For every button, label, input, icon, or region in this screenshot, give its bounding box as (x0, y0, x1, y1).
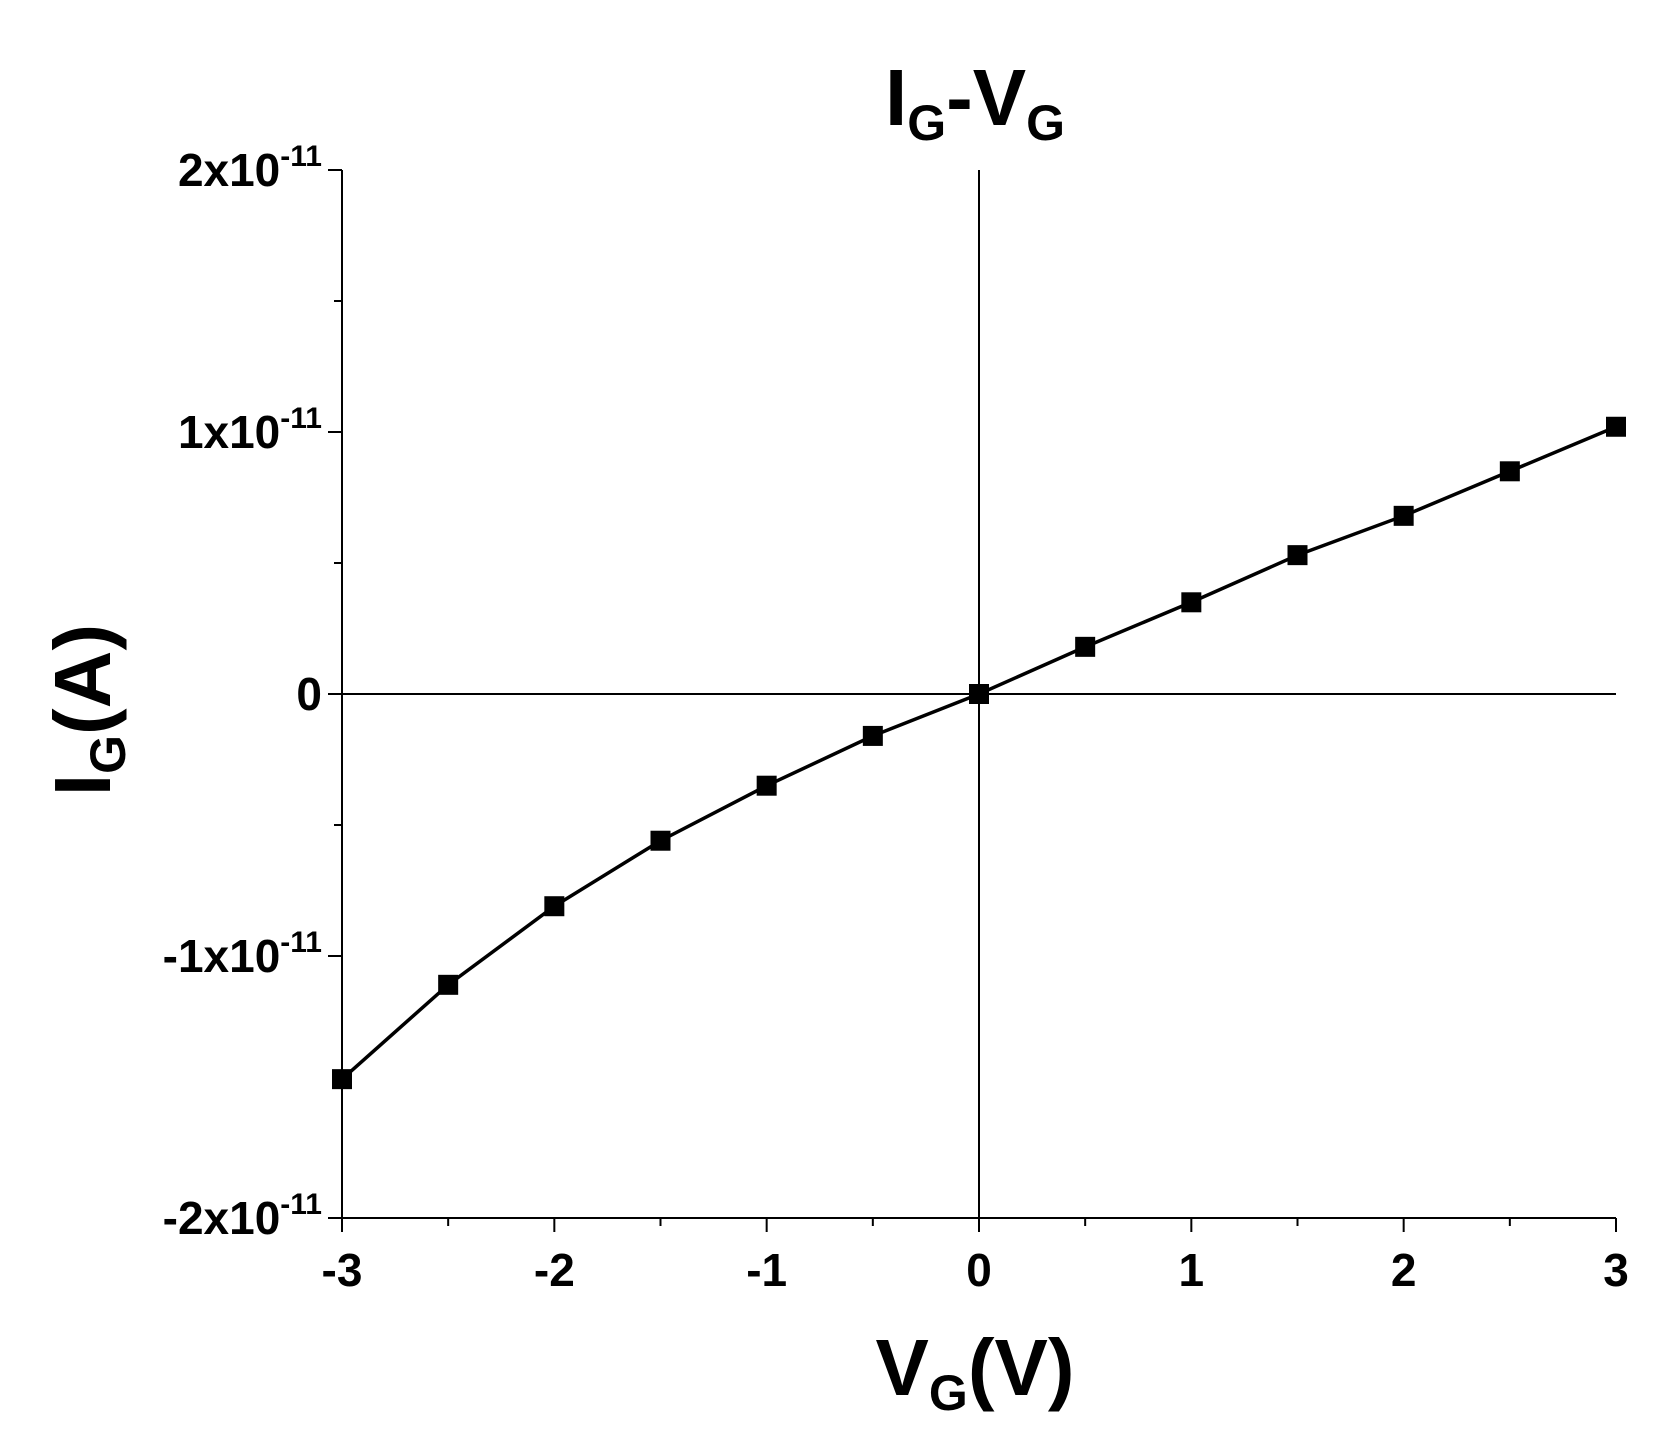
y-tick-label: 0 (296, 668, 322, 720)
y-tick-label: 2x10-11 (178, 140, 322, 196)
x-tick-label: 0 (966, 1244, 992, 1296)
x-axis-title: VG(V) (876, 1323, 1075, 1421)
y-tick-label: -2x10-11 (163, 1188, 322, 1244)
data-point-marker (1499, 461, 1520, 482)
data-point-marker (1393, 505, 1414, 526)
plot-group (332, 416, 1626, 1090)
y-axis-title: IG(A) (38, 624, 136, 796)
data-point-marker (1181, 592, 1202, 613)
data-point-marker (1287, 545, 1308, 566)
y-tick-label: 1x10-11 (178, 402, 322, 458)
chart-title: IG-VG (885, 53, 1065, 151)
x-tick-label: 2 (1391, 1244, 1417, 1296)
data-point-marker (650, 830, 671, 851)
x-tick-label: -1 (746, 1244, 787, 1296)
data-point-marker (544, 896, 565, 917)
x-tick-label: -3 (322, 1244, 363, 1296)
data-point-marker (332, 1069, 352, 1090)
ticks-group: -3 -2 -1 0 1 2 3 2x10-11 1x10-11 0 -1x10-11 -2x10-1… (163, 140, 1629, 1296)
x-tick-label: -2 (534, 1244, 575, 1296)
data-point-marker (1606, 416, 1626, 437)
data-point-marker (438, 974, 459, 995)
x-tick-label: 3 (1603, 1244, 1629, 1296)
data-point-marker (756, 775, 777, 796)
data-point-marker (969, 684, 989, 704)
data-point-marker (862, 725, 883, 746)
data-point-marker (1075, 636, 1096, 657)
y-tick-label: -1x10-11 (163, 926, 322, 982)
x-tick-label: 1 (1179, 1244, 1205, 1296)
